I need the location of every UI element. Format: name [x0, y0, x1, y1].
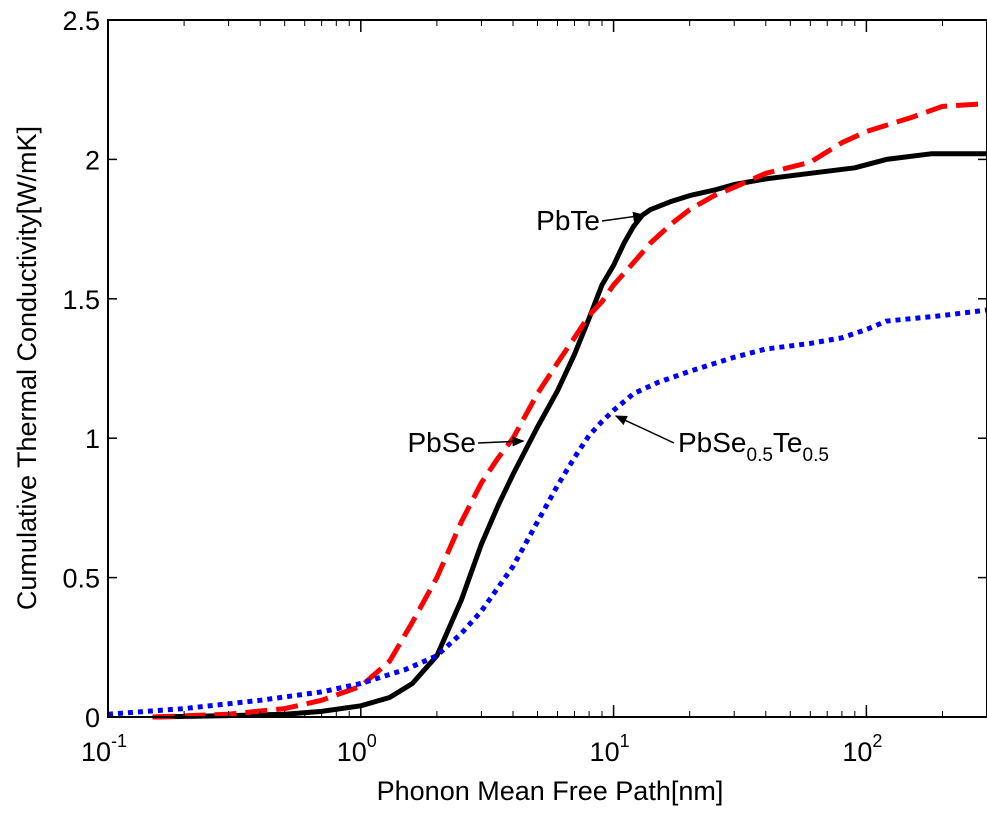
annotation-arrow-pbse: [477, 436, 525, 447]
axes-layer: 0 0.5 1 1.5 2 2.5 10-1 100 101 102: [62, 6, 987, 767]
annotation-layer: PbTe PbSe PbSe0.5Te0.5: [408, 205, 829, 466]
x-tick-label: 102: [842, 731, 882, 767]
series-line-2: [107, 307, 987, 717]
annotation-pbsete: PbSe0.5Te0.5: [678, 427, 829, 466]
annotation-pbse: PbSe: [408, 427, 477, 458]
series-layer: [107, 101, 987, 720]
series-line-1: [152, 101, 987, 720]
y-tick-label: 0: [85, 703, 100, 733]
y-tick-label: 0.5: [62, 564, 100, 594]
y-tick-label: 2: [85, 145, 100, 175]
series-line-0: [152, 151, 987, 720]
x-tick-label: 100: [337, 731, 377, 767]
x-tick-label: 10-1: [81, 731, 127, 767]
axes-frame: [107, 19, 987, 718]
plot-area: [108, 20, 987, 717]
y-tick-label: 1.5: [62, 285, 100, 315]
annotation-arrow-pbsete: [614, 415, 675, 444]
annotation-arrow-pbte: [601, 211, 646, 222]
y-tick-label: 1: [85, 424, 100, 454]
x-axis-label: Phonon Mean Free Path[nm]: [377, 776, 724, 806]
y-axis-label: Cumulative Thermal Conductivity[W/mK]: [12, 126, 42, 610]
x-tick-label: 101: [590, 731, 630, 767]
y-tick-label: 2.5: [62, 6, 100, 36]
annotation-pbte: PbTe: [536, 205, 600, 236]
